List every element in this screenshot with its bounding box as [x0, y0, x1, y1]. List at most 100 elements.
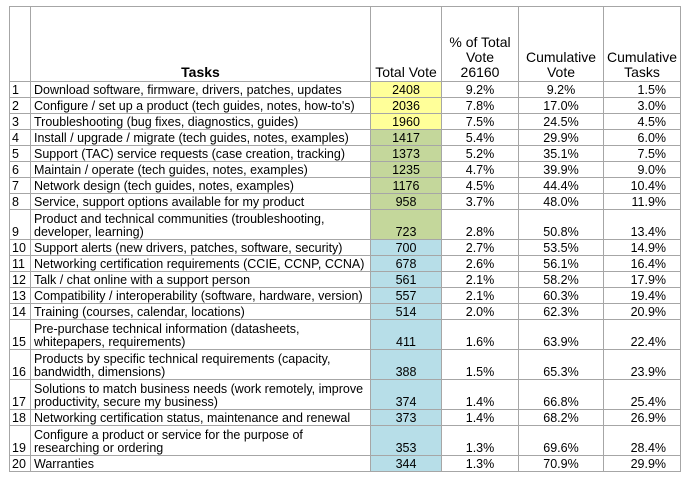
task-name-cell: Network design (tech guides, notes, exam…: [30, 177, 371, 194]
table-row: 3 Troubleshooting (bug fixes, diagnostics…: [9, 113, 682, 130]
pct-of-total-cell: 2.0%: [441, 303, 519, 320]
total-vote-cell: 353: [370, 425, 442, 456]
cumulative-tasks-cell: 16.4%: [602, 255, 682, 272]
pct-of-total-cell: 4.5%: [441, 177, 519, 194]
pct-of-total-cell: 7.5%: [441, 113, 519, 130]
total-vote-cell: 2036: [370, 97, 442, 114]
task-name-cell: Download software, firmware, drivers, pa…: [30, 81, 371, 98]
row-number-cell: 2: [9, 97, 31, 114]
cumulative-vote-cell: 66.8%: [518, 379, 604, 410]
task-name-cell: Networking certification status, mainten…: [30, 409, 371, 426]
cumulative-vote-cell: 24.5%: [518, 113, 604, 130]
pct-of-total-cell: 3.7%: [441, 193, 519, 210]
pct-of-total-cell: 1.4%: [441, 409, 519, 426]
cumulative-vote-cell: 9.2%: [518, 81, 604, 98]
task-name-cell: Training (courses, calendar, locations): [30, 303, 371, 320]
cumulative-tasks-cell: 19.4%: [602, 287, 682, 304]
pct-of-total-cell: 1.5%: [441, 349, 519, 380]
cumulative-tasks-cell: 1.5%: [602, 81, 682, 98]
pct-of-total-cell: 2.1%: [441, 271, 519, 288]
table-row: 11 Networking certification requirements …: [9, 255, 682, 272]
cumulative-vote-cell: 29.9%: [518, 129, 604, 146]
task-name-cell: Configure / set up a product (tech guide…: [30, 97, 371, 114]
header-total-vote: Total Vote: [370, 6, 442, 82]
task-name-cell: Troubleshooting (bug fixes, diagnostics,…: [30, 113, 371, 130]
cumulative-tasks-cell: 22.4%: [602, 319, 682, 350]
table-row: 4 Install / upgrade / migrate (tech guide…: [9, 129, 682, 146]
table-row: 6 Maintain / operate (tech guides, notes,…: [9, 161, 682, 178]
row-number-cell: 3: [9, 113, 31, 130]
pct-of-total-cell: 2.8%: [441, 209, 519, 240]
header-row: Tasks Total Vote % of Total Vote 26160 C…: [9, 6, 682, 82]
total-vote-cell: 374: [370, 379, 442, 410]
cumulative-vote-cell: 35.1%: [518, 145, 604, 162]
pct-of-total-cell: 7.8%: [441, 97, 519, 114]
cumulative-tasks-cell: 6.0%: [602, 129, 682, 146]
table-row: 16 Products by specific technical require…: [9, 349, 682, 380]
cumulative-vote-cell: 56.1%: [518, 255, 604, 272]
cumulative-tasks-cell: 29.9%: [602, 455, 682, 472]
pct-of-total-cell: 4.7%: [441, 161, 519, 178]
task-name-cell: Networking certification requirements (C…: [30, 255, 371, 272]
pct-of-total-cell: 1.3%: [441, 455, 519, 472]
pct-of-total-cell: 1.4%: [441, 379, 519, 410]
row-number-cell: 15: [9, 319, 31, 350]
row-number-cell: 17: [9, 379, 31, 410]
header-pct-total: % of Total Vote 26160: [441, 6, 519, 82]
pct-of-total-cell: 1.6%: [441, 319, 519, 350]
table-row: 14 Training (courses, calendar, locations…: [9, 303, 682, 320]
pct-of-total-cell: 2.6%: [441, 255, 519, 272]
header-tasks: Tasks: [30, 6, 371, 82]
total-vote-cell: 514: [370, 303, 442, 320]
row-number-cell: 4: [9, 129, 31, 146]
tasks-vote-table: Tasks Total Vote % of Total Vote 26160 C…: [9, 6, 682, 472]
cumulative-tasks-cell: 7.5%: [602, 145, 682, 162]
table-row: 7 Network design (tech guides, notes, exa…: [9, 177, 682, 194]
row-number-cell: 16: [9, 349, 31, 380]
cumulative-vote-cell: 69.6%: [518, 425, 604, 456]
table-row: 18 Networking certification status, maint…: [9, 409, 682, 426]
row-number-cell: 14: [9, 303, 31, 320]
table-row: 13 Compatibility / interoperability (soft…: [9, 287, 682, 304]
row-number-cell: 18: [9, 409, 31, 426]
table-row: 8 Service, support options available for …: [9, 193, 682, 210]
total-vote-cell: 700: [370, 239, 442, 256]
table-row: 15 Pre-purchase technical information (da…: [9, 319, 682, 350]
cumulative-vote-cell: 48.0%: [518, 193, 604, 210]
task-name-cell: Pre-purchase technical information (data…: [30, 319, 371, 350]
task-name-cell: Configure a product or service for the p…: [30, 425, 371, 456]
table-body: 1 Download software, firmware, drivers, p…: [9, 81, 682, 472]
table-row: 9 Product and technical communities (trou…: [9, 209, 682, 240]
cumulative-tasks-cell: 4.5%: [602, 113, 682, 130]
cumulative-tasks-cell: 13.4%: [602, 209, 682, 240]
total-vote-cell: 678: [370, 255, 442, 272]
cumulative-tasks-cell: 17.9%: [602, 271, 682, 288]
cumulative-tasks-cell: 28.4%: [602, 425, 682, 456]
cumulative-vote-cell: 65.3%: [518, 349, 604, 380]
total-vote-cell: 557: [370, 287, 442, 304]
cumulative-vote-cell: 58.2%: [518, 271, 604, 288]
table-row: 20 Warranties 344 1.3% 70.9% 29.9%: [9, 455, 682, 472]
pct-of-total-cell: 9.2%: [441, 81, 519, 98]
row-number-cell: 7: [9, 177, 31, 194]
header-num: [9, 6, 31, 82]
row-number-cell: 20: [9, 455, 31, 472]
row-number-cell: 19: [9, 425, 31, 456]
cumulative-tasks-cell: 14.9%: [602, 239, 682, 256]
table-row: 19 Configure a product or service for the…: [9, 425, 682, 456]
task-name-cell: Warranties: [30, 455, 371, 472]
cumulative-vote-cell: 63.9%: [518, 319, 604, 350]
pct-of-total-cell: 5.4%: [441, 129, 519, 146]
task-name-cell: Products by specific technical requireme…: [30, 349, 371, 380]
row-number-cell: 1: [9, 81, 31, 98]
pct-of-total-cell: 2.1%: [441, 287, 519, 304]
task-name-cell: Service, support options available for m…: [30, 193, 371, 210]
header-cumulative-tasks: Cumulative Tasks: [602, 6, 682, 82]
header-cumulative-vote: Cumulative Vote: [518, 6, 604, 82]
cumulative-tasks-cell: 26.9%: [602, 409, 682, 426]
cumulative-tasks-cell: 10.4%: [602, 177, 682, 194]
task-name-cell: Solutions to match business needs (work …: [30, 379, 371, 410]
row-number-cell: 8: [9, 193, 31, 210]
total-vote-cell: 388: [370, 349, 442, 380]
total-vote-cell: 344: [370, 455, 442, 472]
